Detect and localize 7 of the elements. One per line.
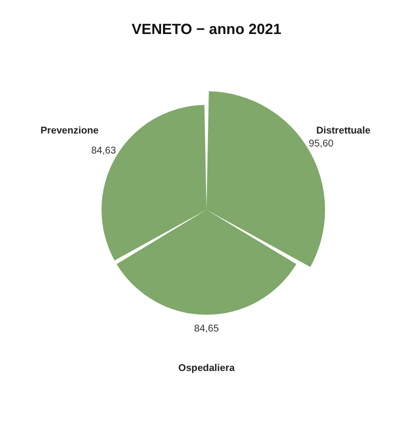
category-label: Distrettuale (316, 126, 372, 137)
category-label: Ospedaliera (178, 362, 236, 374)
category-label: Prevenzione (40, 126, 100, 137)
text: VENETO − anno 2021 (132, 22, 282, 38)
data-label: 95,60 (308, 138, 334, 150)
data-label: 84,65 (194, 324, 220, 335)
data-label: 84,63 (91, 145, 116, 156)
